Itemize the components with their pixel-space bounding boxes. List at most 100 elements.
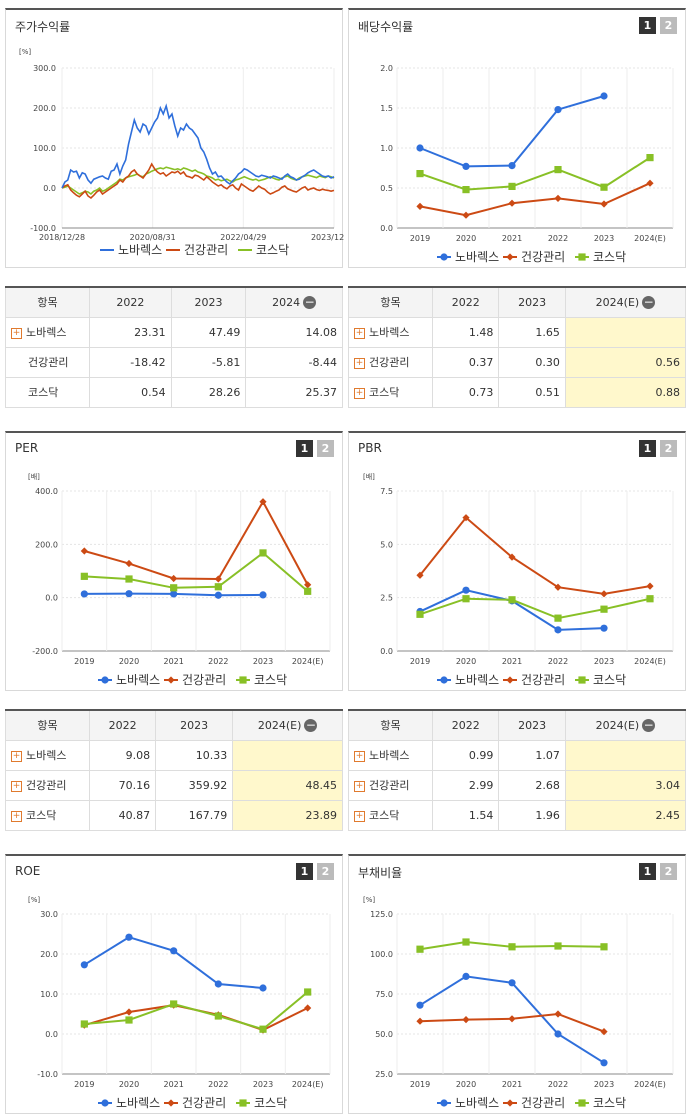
series-line bbox=[83, 936, 264, 989]
value-cell: 1.65 bbox=[498, 316, 566, 348]
data-point bbox=[80, 1020, 88, 1028]
value-cell: 167.79 bbox=[155, 799, 234, 831]
expand-icon[interactable]: + bbox=[11, 327, 22, 339]
table-row: 코스닥 0.54 28.26 25.37 bbox=[5, 376, 343, 408]
expand-icon[interactable]: + bbox=[11, 780, 22, 792]
y-tick-label: 2.0 bbox=[380, 64, 393, 73]
debt-ratio-chart: [%] 125.0 100.0 75.0 50.0 25.0 2019 2020 2021 202… bbox=[363, 896, 674, 1110]
data-point bbox=[508, 1015, 516, 1023]
y-tick-label: 100.0 bbox=[33, 144, 56, 153]
table-row: 건강관리 -18.42 -5.81 -8.44 bbox=[5, 346, 343, 378]
x-tick-label: 2024(E) bbox=[634, 1080, 666, 1089]
series-line bbox=[419, 516, 651, 595]
page-2-button[interactable]: 2 bbox=[660, 440, 677, 457]
page-2-button[interactable]: 2 bbox=[317, 440, 334, 457]
x-tick-label: 2021 bbox=[163, 1080, 183, 1089]
data-point bbox=[600, 1028, 608, 1036]
legend-label: 노바렉스 bbox=[118, 243, 162, 257]
expand-icon[interactable]: + bbox=[11, 810, 22, 822]
table-row: + 노바렉스 1.48 1.65 bbox=[348, 316, 687, 348]
data-point bbox=[600, 92, 608, 100]
data-point bbox=[304, 587, 312, 595]
legend-label: 노바렉스 bbox=[116, 1096, 160, 1110]
expand-icon[interactable]: + bbox=[354, 750, 365, 762]
table-row: + 노바렉스 9.08 10.33 bbox=[5, 739, 343, 771]
series-line bbox=[419, 589, 605, 631]
collapse-icon[interactable]: − bbox=[304, 718, 318, 732]
page-1-button[interactable]: 1 bbox=[639, 17, 656, 34]
data-point bbox=[416, 610, 424, 618]
legend-label: 건강관리 bbox=[521, 250, 565, 264]
x-tick-label: 2020 bbox=[456, 234, 476, 243]
page-1-button[interactable]: 1 bbox=[296, 440, 313, 457]
data-point bbox=[440, 253, 448, 261]
legend-label: 코스닥 bbox=[593, 250, 626, 264]
x-tick-label: 2024(E) bbox=[292, 1080, 324, 1089]
value-cell: 3.04 bbox=[564, 769, 687, 801]
y-tick-label: 0.0 bbox=[380, 647, 393, 656]
value-cell: 9.08 bbox=[88, 739, 157, 771]
value-cell: 40.87 bbox=[88, 799, 157, 831]
page-1-button[interactable]: 1 bbox=[639, 863, 656, 880]
row-name: 코스닥 bbox=[369, 386, 400, 399]
y-tick-label: 300.0 bbox=[33, 64, 56, 73]
value-cell bbox=[232, 739, 343, 771]
data-point bbox=[125, 1008, 133, 1016]
table-header-cell: 2022 bbox=[431, 286, 500, 318]
page-1-button[interactable]: 1 bbox=[296, 863, 313, 880]
expand-icon[interactable]: + bbox=[11, 750, 22, 762]
data-point bbox=[506, 253, 514, 261]
expand-icon[interactable]: + bbox=[354, 327, 365, 339]
header-label: 2022 bbox=[451, 295, 480, 309]
value-cell: 2.99 bbox=[431, 769, 500, 801]
row-name: 건강관리 bbox=[369, 356, 410, 369]
y-tick-label: 0.0 bbox=[45, 594, 58, 603]
expand-icon[interactable]: + bbox=[354, 810, 365, 822]
data-point bbox=[125, 559, 133, 568]
y-tick-label: 400.0 bbox=[35, 487, 58, 496]
page-2-button[interactable]: 2 bbox=[660, 863, 677, 880]
series-line bbox=[61, 103, 335, 189]
x-tick-label: 2019 bbox=[410, 234, 430, 243]
collapse-icon[interactable]: − bbox=[303, 295, 317, 309]
x-tick-label: 2023 bbox=[253, 657, 273, 666]
header-label: 2024(E) bbox=[595, 295, 640, 309]
x-tick-label: 2020 bbox=[119, 1080, 139, 1089]
value-cell: -5.81 bbox=[170, 346, 247, 378]
x-tick-label: 2023/12/28 bbox=[311, 233, 344, 242]
y-tick-label: 125.0 bbox=[370, 910, 393, 919]
pbr-chart: [배] 7.5 5.0 2.5 0.0 2019 2020 2021 2022 2023 2024(… bbox=[363, 472, 674, 687]
data-point bbox=[125, 933, 133, 941]
x-tick-label: 2022 bbox=[548, 657, 568, 666]
data-point bbox=[554, 626, 562, 634]
collapse-icon[interactable]: − bbox=[642, 295, 656, 309]
collapse-icon[interactable]: − bbox=[642, 718, 656, 732]
y-tick-label: 20.0 bbox=[40, 950, 58, 959]
table-header-cell: 2022 bbox=[89, 286, 172, 318]
page-1-button[interactable]: 1 bbox=[639, 440, 656, 457]
data-point bbox=[167, 676, 175, 684]
data-point bbox=[508, 596, 516, 604]
x-tick-label: 2023 bbox=[594, 657, 614, 666]
value-cell: 0.73 bbox=[431, 376, 500, 408]
data-point bbox=[600, 624, 608, 632]
per-chart: [배] 400.0 200.0 0.0 -200.0 2019 2020 2021 2022 20… bbox=[28, 472, 331, 687]
expand-icon[interactable]: + bbox=[354, 780, 365, 792]
y-tick-label: 100.0 bbox=[370, 950, 393, 959]
expand-icon[interactable]: + bbox=[354, 357, 365, 369]
x-tick-label: 2022 bbox=[208, 657, 228, 666]
data-point bbox=[554, 194, 562, 202]
data-point bbox=[416, 144, 424, 152]
data-point bbox=[600, 943, 608, 951]
x-tick-label: 2022 bbox=[208, 1080, 228, 1089]
dividend-yield-chart: 2.0 1.5 1.0 0.5 0.0 2019 2020 2021 2022 2023 2024(… bbox=[380, 64, 674, 264]
page-2-button[interactable]: 2 bbox=[660, 17, 677, 34]
x-tick-label: 2019 bbox=[74, 657, 94, 666]
expand-icon[interactable]: + bbox=[354, 387, 365, 399]
data-point bbox=[214, 575, 222, 583]
page-2-button[interactable]: 2 bbox=[317, 863, 334, 880]
legend-label: 건강관리 bbox=[521, 673, 565, 687]
row-name-cell: + 코스닥 bbox=[348, 376, 433, 408]
data-point bbox=[440, 676, 448, 684]
legend-label: 노바렉스 bbox=[455, 673, 499, 687]
